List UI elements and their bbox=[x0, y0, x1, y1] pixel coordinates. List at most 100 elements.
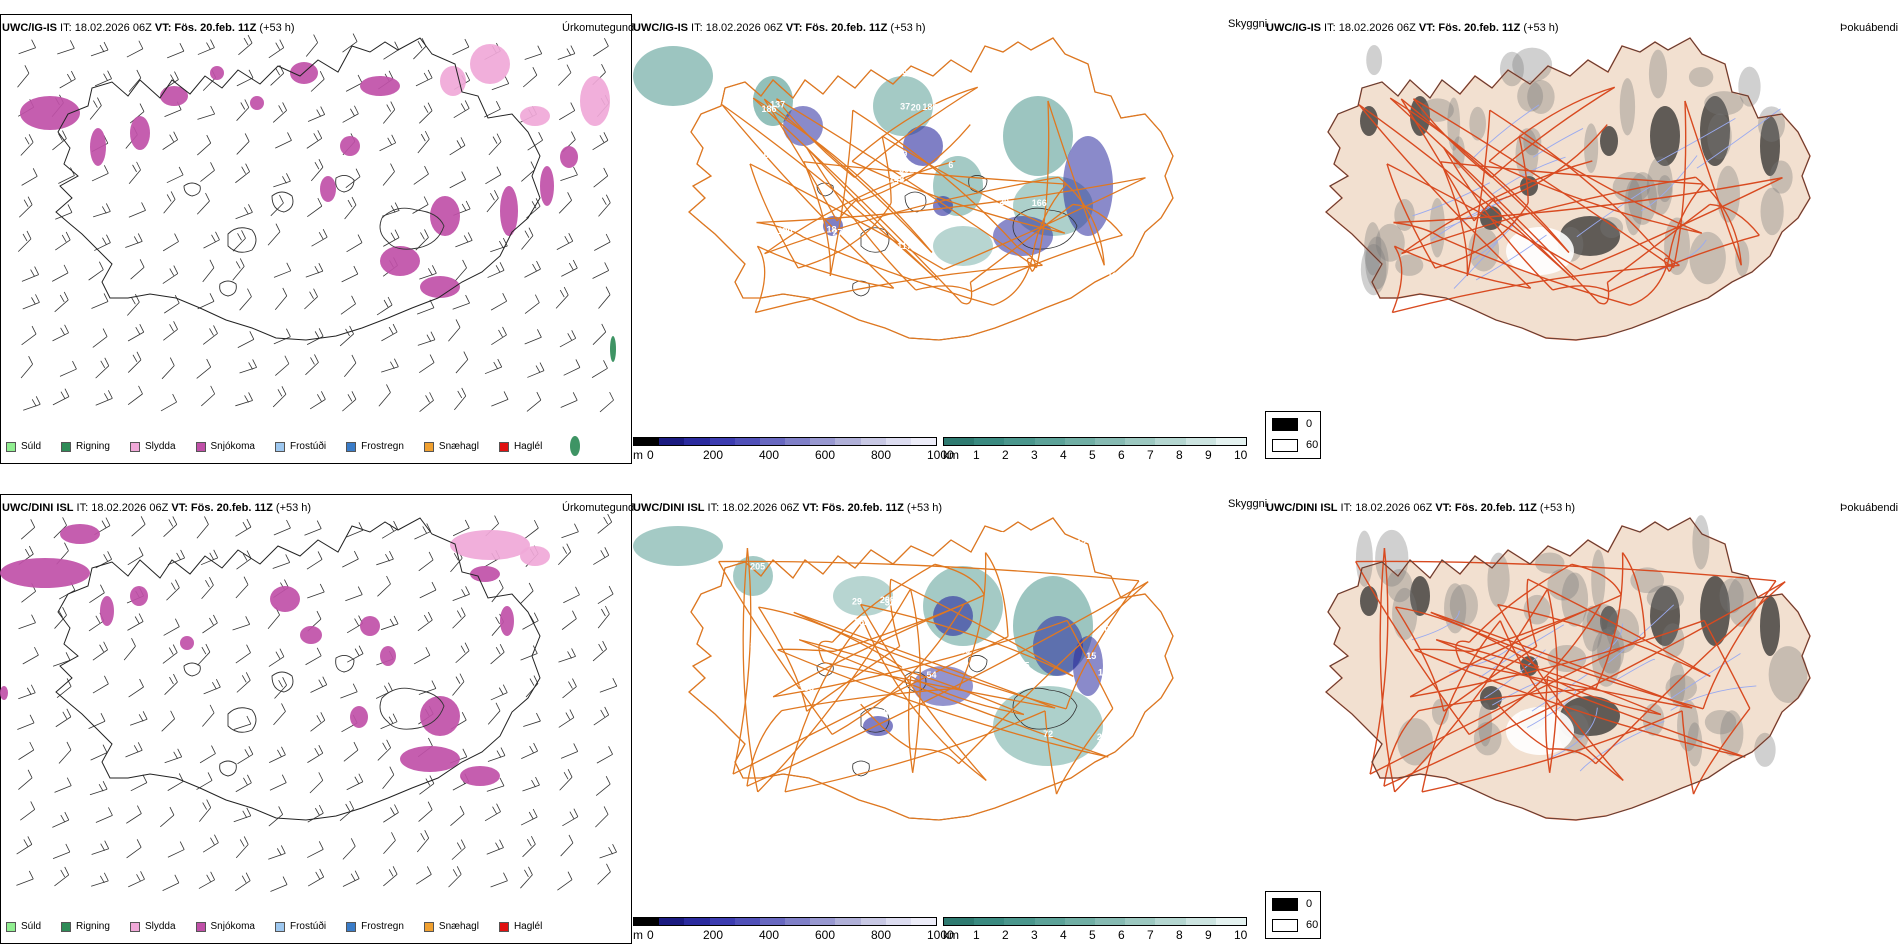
wind-barb bbox=[599, 843, 617, 859]
scale-cell bbox=[659, 438, 685, 445]
wind-barb bbox=[167, 549, 185, 566]
cloud-legend: 0 60 bbox=[1265, 411, 1321, 459]
wind-barb bbox=[268, 806, 283, 827]
road bbox=[763, 98, 933, 253]
road bbox=[1436, 639, 1662, 716]
wind-barb bbox=[598, 286, 611, 309]
low-visibility-area bbox=[1073, 636, 1103, 696]
wind-barb bbox=[521, 742, 538, 760]
valid-label: VT: bbox=[1435, 502, 1452, 514]
road bbox=[1410, 619, 1705, 698]
wind-barb bbox=[521, 161, 536, 182]
river bbox=[1576, 185, 1653, 238]
fog-area bbox=[1760, 116, 1780, 176]
fog-area bbox=[1355, 530, 1373, 587]
panel-title-visibility: UWC/IG-IS IT: 18.02.2026 06Z VT: Fös. 20… bbox=[633, 22, 926, 34]
wind-barb bbox=[377, 575, 391, 597]
wind-barb bbox=[237, 746, 254, 765]
fog-area bbox=[1646, 156, 1673, 216]
valid-time: Fös. 20.feb. 11Z bbox=[1454, 502, 1537, 514]
coastline bbox=[1325, 37, 1811, 341]
precip-area bbox=[520, 106, 550, 126]
river bbox=[1610, 658, 1655, 684]
wind-barb bbox=[419, 581, 437, 599]
scale-km-bar bbox=[943, 917, 1247, 926]
legend-item-snaehagl: Snæhagl bbox=[423, 921, 479, 932]
wind-barb bbox=[485, 166, 502, 185]
wind-barb bbox=[92, 328, 108, 348]
glacier-outline bbox=[335, 175, 355, 193]
iceland-outline bbox=[1325, 517, 1811, 821]
precip-area bbox=[130, 116, 150, 150]
wind-barb bbox=[305, 34, 318, 57]
visibility-value: 175 bbox=[755, 698, 770, 708]
wind-barb bbox=[413, 647, 431, 665]
valid-time: Fös. 20.feb. 11Z bbox=[174, 22, 257, 34]
wind-barb bbox=[342, 33, 358, 53]
iceland-outline bbox=[55, 37, 541, 341]
wind-barb bbox=[203, 231, 220, 249]
wind-barb bbox=[196, 516, 209, 539]
fog-area bbox=[1704, 710, 1737, 735]
wind-barb bbox=[237, 331, 255, 348]
precip-area bbox=[580, 76, 610, 126]
wind-barb bbox=[236, 133, 250, 155]
fog-area bbox=[1688, 66, 1714, 88]
wind-barb bbox=[524, 329, 542, 345]
precip-area bbox=[130, 586, 148, 606]
visibility-value: 135 bbox=[989, 66, 1004, 76]
fog-area bbox=[1365, 236, 1389, 290]
road bbox=[803, 161, 832, 277]
visibility-value: 186 bbox=[922, 102, 937, 112]
visibility-value: 15 bbox=[1086, 651, 1096, 661]
legend-swatch-white bbox=[1272, 439, 1298, 452]
road bbox=[1401, 160, 1593, 255]
wind-barb bbox=[21, 168, 38, 186]
road bbox=[1497, 604, 1624, 781]
wind-barb bbox=[520, 808, 538, 826]
visibility-map: 85 15 43 320 326 72 175 305 29 46 205 84 424 201 85 303… bbox=[633, 517, 1174, 821]
scale-tick-label: 0 bbox=[647, 448, 654, 462]
precip-area bbox=[440, 66, 466, 96]
wind-barb bbox=[21, 325, 37, 346]
wind-barb bbox=[91, 872, 109, 887]
wind-barb bbox=[452, 673, 465, 696]
wind-barb bbox=[379, 134, 397, 152]
scale-cell bbox=[684, 438, 710, 445]
wind-barb bbox=[307, 841, 324, 858]
road bbox=[1394, 245, 1531, 289]
cloud-map bbox=[1324, 37, 1811, 341]
init-time: IT: 18.02.2026 06Z bbox=[688, 22, 786, 34]
road bbox=[1546, 588, 1558, 773]
wind-barb bbox=[91, 840, 110, 855]
visibility-value: 6 bbox=[948, 160, 953, 170]
wind-barb bbox=[563, 586, 580, 604]
legend-label: Snæhagl bbox=[438, 921, 479, 932]
glacier-outline bbox=[227, 707, 257, 733]
wind-barb bbox=[346, 234, 363, 253]
visibility-value: 395 bbox=[799, 683, 814, 693]
wind-barb bbox=[414, 523, 432, 540]
wind-barb bbox=[167, 841, 185, 858]
visibility-value: 85 bbox=[1019, 661, 1029, 671]
wind-barb bbox=[597, 605, 610, 629]
wind-barb bbox=[55, 204, 73, 220]
visibility-value: 36 bbox=[995, 113, 1005, 123]
legend-item-slydda: Slydda bbox=[129, 441, 176, 452]
iceland-outline bbox=[1325, 37, 1811, 341]
scale-tick-label: 1000 bbox=[927, 448, 954, 462]
lead-time: (+53 h) bbox=[272, 502, 312, 514]
precip-area bbox=[470, 44, 510, 84]
wind-barb bbox=[127, 323, 145, 342]
road bbox=[1526, 579, 1538, 647]
visibility-value: 20 bbox=[911, 102, 921, 112]
fog-area bbox=[1669, 661, 1686, 707]
scale-cell bbox=[835, 918, 861, 925]
precip-area bbox=[420, 276, 460, 298]
wind-barb bbox=[201, 576, 214, 599]
road bbox=[1473, 198, 1496, 222]
wind-barb bbox=[17, 65, 30, 88]
wind-barb bbox=[520, 582, 534, 604]
wind-barb bbox=[593, 547, 610, 565]
wind-barb bbox=[197, 105, 216, 120]
